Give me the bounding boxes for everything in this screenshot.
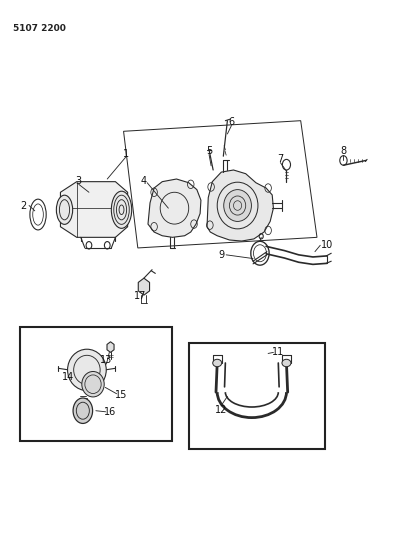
Text: 12: 12 bbox=[215, 405, 227, 415]
Polygon shape bbox=[60, 182, 127, 237]
Ellipse shape bbox=[111, 191, 131, 228]
Ellipse shape bbox=[212, 359, 221, 367]
Text: 17: 17 bbox=[133, 290, 146, 301]
Text: 5107 2200: 5107 2200 bbox=[13, 23, 65, 33]
Text: 14: 14 bbox=[61, 372, 74, 382]
Polygon shape bbox=[207, 170, 273, 241]
Polygon shape bbox=[138, 278, 149, 295]
Text: 16: 16 bbox=[104, 407, 117, 417]
Ellipse shape bbox=[56, 195, 72, 224]
Text: 11: 11 bbox=[272, 348, 284, 358]
Text: 6: 6 bbox=[228, 117, 234, 127]
Text: 5: 5 bbox=[205, 146, 212, 156]
Text: 10: 10 bbox=[320, 240, 333, 251]
Text: 3: 3 bbox=[76, 175, 82, 185]
Ellipse shape bbox=[82, 372, 104, 397]
Polygon shape bbox=[107, 342, 114, 352]
Text: 13: 13 bbox=[100, 356, 112, 365]
Text: 9: 9 bbox=[218, 250, 224, 260]
Ellipse shape bbox=[223, 190, 251, 221]
Text: 8: 8 bbox=[339, 146, 346, 156]
Text: 7: 7 bbox=[276, 154, 283, 164]
Text: 4: 4 bbox=[141, 175, 146, 185]
Text: 15: 15 bbox=[115, 390, 127, 400]
Ellipse shape bbox=[73, 398, 92, 423]
Bar bbox=[20, 327, 172, 441]
Polygon shape bbox=[148, 179, 200, 237]
Bar bbox=[188, 343, 324, 449]
Text: 1: 1 bbox=[122, 149, 128, 158]
Text: 2: 2 bbox=[20, 200, 27, 211]
Ellipse shape bbox=[281, 359, 290, 367]
Ellipse shape bbox=[67, 349, 106, 391]
